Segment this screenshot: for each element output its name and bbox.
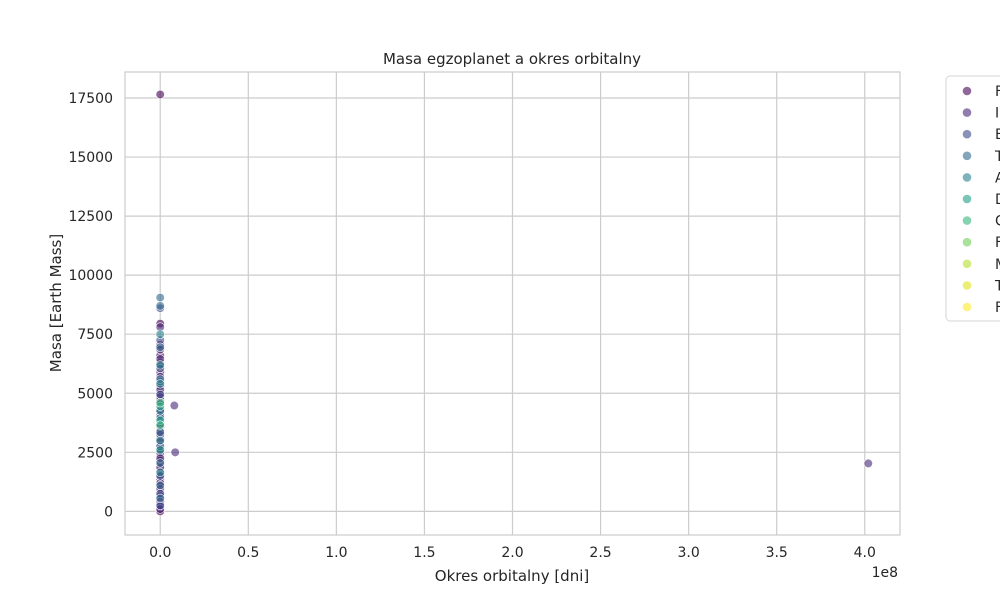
legend-marker: [962, 108, 972, 117]
data-point: [863, 458, 873, 469]
x-tick-label: 2.0: [501, 545, 523, 561]
plot-frame: [124, 71, 901, 536]
data-point: [155, 379, 165, 389]
data-point: [155, 435, 165, 446]
legend-label: C: [995, 214, 1000, 230]
data-point: [155, 467, 165, 478]
legend: FIETADCFMTF: [945, 75, 1000, 322]
y-tick-label: 0: [104, 504, 113, 520]
legend-marker: [962, 173, 972, 182]
legend-label: D: [995, 192, 1000, 208]
data-point: [155, 480, 165, 490]
data-point: [155, 389, 165, 400]
x-tick-label: 4.0: [854, 545, 876, 561]
data-point: [155, 420, 165, 430]
y-tick-label: 2500: [77, 445, 113, 461]
x-tick-label: 0.5: [237, 545, 259, 561]
legend-label: A: [995, 170, 1000, 186]
data-point: [155, 445, 165, 455]
x-tick-label: 1.0: [325, 545, 347, 561]
data-point: [155, 329, 165, 339]
data-point: [155, 342, 165, 352]
legend-marker: [962, 281, 972, 290]
data-point: [155, 458, 165, 468]
x-tick-label: 3.0: [678, 545, 700, 561]
legend-label: F: [995, 235, 1000, 251]
y-tick-label: 5000: [77, 386, 113, 402]
data-point: [155, 360, 165, 370]
data-point: [155, 301, 165, 311]
y-tick-label: 7500: [77, 327, 113, 343]
legend-label: E: [995, 127, 1000, 143]
y-axis-ticks: 0 2500 5000 7500 10000 12500 15000 17500: [68, 91, 113, 520]
y-tick-label: 17500: [68, 91, 113, 107]
legend-marker: [962, 216, 972, 225]
data-point: [155, 398, 165, 408]
x-axis-label: Okres orbitalny [dni]: [435, 567, 589, 585]
x-tick-label: 0.0: [149, 545, 171, 561]
legend-marker: [962, 194, 972, 204]
y-tick-label: 12500: [68, 209, 113, 225]
x-axis-ticks: 0.0 0.5 1.0 1.5 2.0 2.5 3.0 3.5 4.0: [149, 545, 876, 561]
data-points: [155, 89, 873, 516]
y-axis-label: Masa [Earth Mass]: [47, 234, 65, 372]
data-point: [155, 292, 165, 303]
y-tick-label: 15000: [68, 150, 113, 166]
x-tick-label: 2.5: [589, 545, 611, 561]
data-point: [155, 89, 165, 100]
legend-label: M: [995, 257, 1000, 273]
legend-marker: [962, 302, 972, 312]
legend-label: T: [994, 278, 1000, 294]
x-offset-label: 1e8: [872, 565, 898, 581]
x-tick-label: 1.5: [413, 545, 435, 561]
legend-marker: [962, 259, 972, 269]
legend-label: F: [995, 84, 1000, 100]
data-point: [169, 400, 179, 411]
legend-marker: [962, 86, 972, 96]
data-point: [155, 493, 165, 503]
x-tick-label: 3.5: [766, 545, 788, 561]
legend-label: F: [995, 300, 1000, 316]
y-tick-label: 10000: [68, 268, 113, 284]
legend-frame: [945, 75, 1000, 322]
legend-marker: [962, 151, 972, 161]
chart-title: Masa egzoplanet a okres orbitalny: [383, 50, 641, 68]
grid: [125, 72, 900, 535]
legend-marker: [962, 237, 972, 247]
legend-marker: [962, 129, 972, 139]
data-point: [170, 447, 180, 457]
legend-label: T: [994, 149, 1000, 165]
legend-label: I: [995, 106, 999, 122]
